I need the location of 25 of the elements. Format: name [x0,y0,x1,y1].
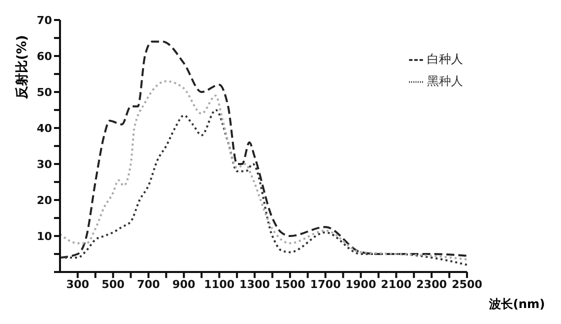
line-series [60,109,467,266]
x-tick-label: 900 [172,278,196,291]
x-axis-title: 波长(nm) [488,296,545,313]
x-tick-label: 1700 [310,278,342,291]
x-tick-label: 1900 [346,278,376,291]
legend-label: 白种人 [427,52,463,66]
x-tick-label: 1100 [204,278,235,291]
x-tick-label: 1300 [239,278,270,291]
y-tick-label: 20 [36,194,52,207]
y-axis-title: 反射比(%) [14,34,31,102]
x-tick-label: 2500 [452,278,483,291]
legend-label: 黑种人 [427,74,463,88]
y-tick-label: 70 [36,14,52,27]
y-tick-label: 50 [36,86,52,99]
x-tick-label: 300 [66,278,90,291]
y-tick-label: 10 [36,230,52,243]
x-tick-label: 2100 [380,278,412,291]
y-tick-label: 30 [36,158,52,171]
y-tick-label: 60 [36,50,52,63]
x-tick-label: 700 [136,278,160,291]
x-tick-label: 1500 [274,278,306,291]
y-tick-label: 40 [36,122,52,135]
x-tick-label: 500 [102,278,125,291]
x-tick-label: 2300 [416,278,448,291]
line-series [60,40,467,259]
